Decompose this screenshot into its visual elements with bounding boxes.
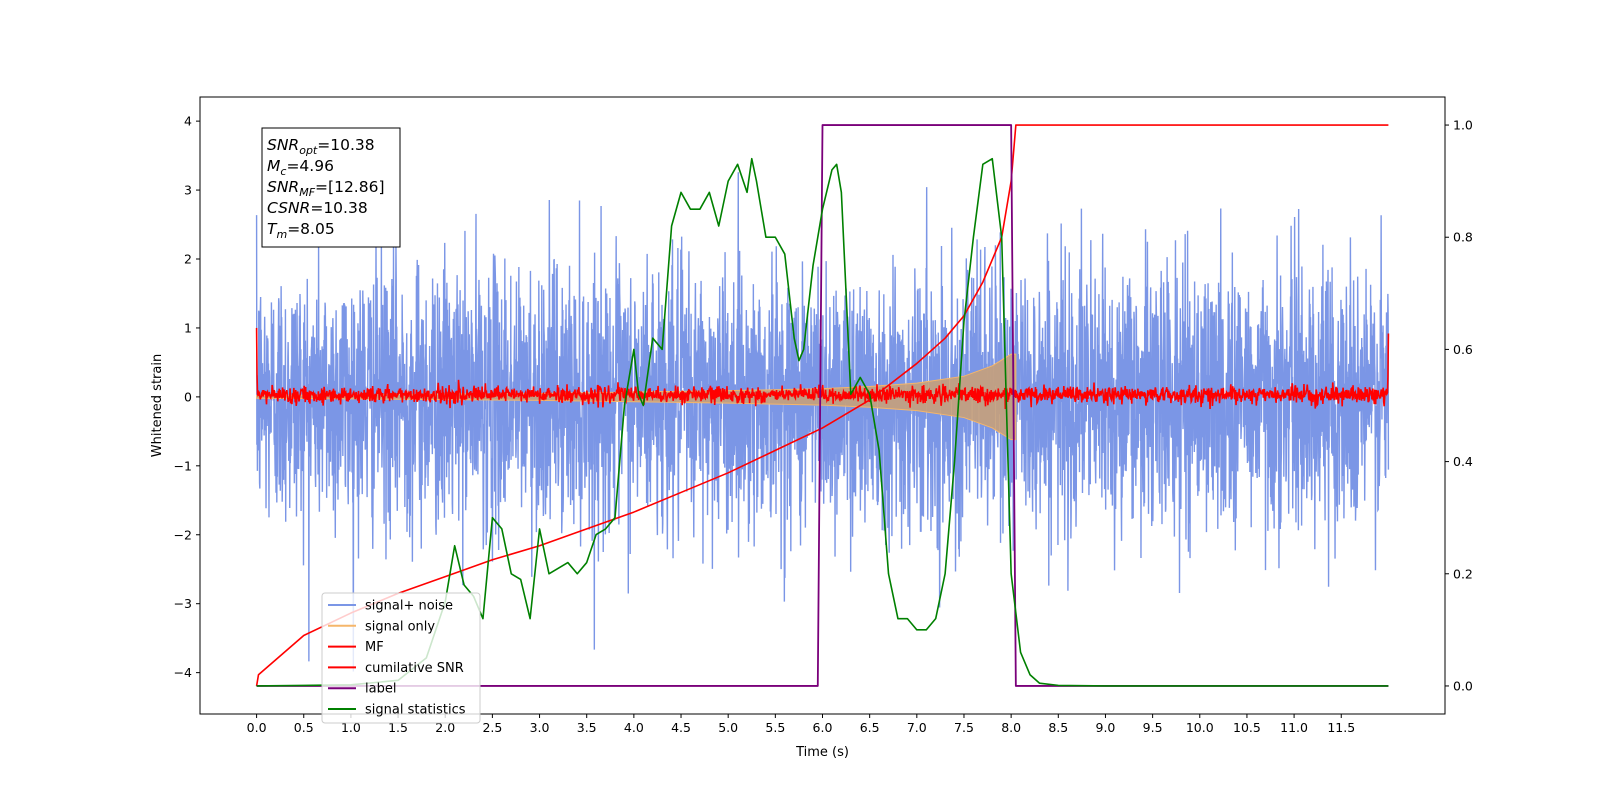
legend-entry: label: [365, 682, 396, 697]
series-signal-noise-line: [255, 172, 1390, 672]
y2-tick-label: 0.8: [1453, 230, 1473, 245]
plot-area: [255, 124, 1390, 687]
y2-tick-label: 0.4: [1453, 454, 1473, 469]
x-tick-label: 9.0: [1096, 720, 1116, 735]
y-tick-label: 2: [184, 252, 192, 267]
x-tick-label: 7.5: [954, 720, 974, 735]
series-signal-only-band: [256, 353, 1017, 441]
y-tick-label: −4: [174, 665, 192, 680]
y2-tick-label: 0.0: [1453, 678, 1473, 693]
x-tick-label: 4.5: [671, 720, 691, 735]
x-tick-label: 10.0: [1186, 720, 1214, 735]
x-tick-label: 7.0: [907, 720, 927, 735]
annotation-line: Tm=8.05: [267, 220, 335, 241]
x-tick-label: 1.5: [388, 720, 408, 735]
x-tick-label: 3.0: [530, 720, 550, 735]
x-tick-label: 4.0: [624, 720, 644, 735]
legend-entry: cumilative SNR: [365, 661, 464, 676]
legend-box: [321, 592, 481, 724]
x-tick-label: 5.5: [765, 720, 785, 735]
series-signal-statistics-line: [256, 157, 1389, 687]
y-tick-label: −1: [174, 458, 192, 473]
annotation-line: Mc=4.96: [267, 157, 334, 178]
x-tick-label: 6.0: [813, 720, 833, 735]
stats-annotation: SNRopt=10.38Mc=4.96SNRMF=[12.86]CSNR=10.…: [261, 127, 401, 248]
x-tick-label: 3.5: [577, 720, 597, 735]
annotation-line: SNRMF=[12.86]: [267, 178, 385, 199]
y-tick-label: 3: [184, 183, 192, 198]
legend-entry: signal statistics: [365, 703, 466, 718]
x-tick-label: 6.5: [860, 720, 880, 735]
legend-entry: signal+ noise: [365, 599, 453, 614]
x-tick-label: 11.5: [1327, 720, 1355, 735]
y-tick-label: 1: [184, 320, 192, 335]
x-tick-label: 9.5: [1143, 720, 1163, 735]
x-tick-label: 0.0: [247, 720, 267, 735]
x-tick-label: 11.0: [1280, 720, 1308, 735]
y2-tick-label: 0.6: [1453, 342, 1473, 357]
legend-entry: MF: [365, 640, 384, 655]
x-tick-label: 1.0: [341, 720, 361, 735]
x-tick-label: 10.5: [1233, 720, 1261, 735]
y-tick-label: −2: [174, 527, 192, 542]
annotation-line: CSNR=10.38: [267, 199, 368, 217]
y-tick-label: 4: [184, 114, 192, 129]
x-axis-label: Time (s): [795, 745, 849, 760]
x-tick-label: 8.5: [1048, 720, 1068, 735]
axes: 0.0 0.5 1.0 1.5 2.0 2.5 3.0 3.5 4.0 4.5 5.0 5.5 6.0 6…: [174, 96, 1473, 735]
series-mf-line: [255, 327, 1390, 410]
y2-tick-label: 0.2: [1453, 566, 1473, 581]
x-tick-label: 5.0: [718, 720, 738, 735]
y2-tick-label: 1.0: [1453, 118, 1473, 133]
y-tick-label: 0: [184, 389, 192, 404]
y-tick-label: −3: [174, 596, 192, 611]
y-axis-label: Whitened strain: [150, 354, 165, 457]
x-tick-label: 0.5: [294, 720, 314, 735]
x-tick-label: 2.5: [482, 720, 502, 735]
x-tick-label: 2.0: [435, 720, 455, 735]
annotation-box: [261, 127, 401, 248]
legend-entry: signal only: [365, 619, 435, 634]
x-tick-label: 8.0: [1001, 720, 1021, 735]
annotation-line: SNRopt=10.38: [267, 136, 375, 157]
legend: signal+ noise signal only MF cumilative SNR…: [321, 592, 481, 724]
